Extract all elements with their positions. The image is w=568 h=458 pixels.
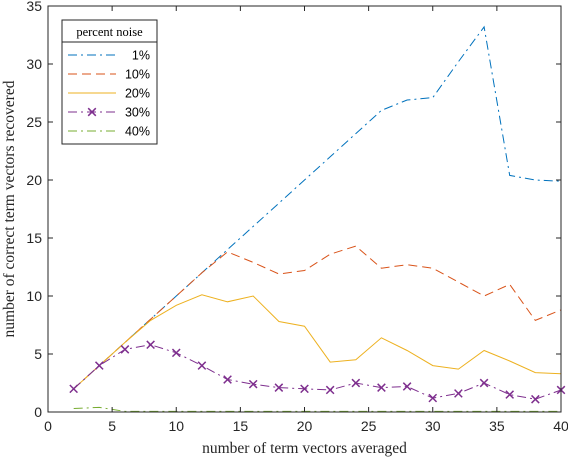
series-2 bbox=[73, 294, 562, 390]
legend-label: 30% bbox=[125, 106, 150, 120]
data-point-marker bbox=[197, 361, 207, 370]
series-line bbox=[73, 344, 562, 400]
legend-label: 40% bbox=[125, 125, 150, 139]
legend-item: 30% bbox=[68, 106, 150, 120]
series-3 bbox=[69, 340, 566, 404]
data-point-marker bbox=[402, 382, 412, 391]
axis-ticks: 0 5 10 15 20 25 30 35 40 0 5 10 15 20 25 30 35 bbox=[26, 0, 568, 434]
legend-item: 10% bbox=[68, 68, 150, 82]
legend-label: 1% bbox=[132, 49, 150, 63]
x-tick-label: 5 bbox=[108, 418, 116, 434]
x-tick-label: 20 bbox=[297, 418, 313, 434]
y-tick-label: 10 bbox=[26, 288, 42, 304]
legend-label: 20% bbox=[125, 87, 150, 101]
data-point-marker bbox=[69, 384, 78, 394]
legend-item: 40% bbox=[68, 125, 150, 139]
x-tick-label: 35 bbox=[489, 418, 505, 434]
series-1 bbox=[73, 245, 562, 390]
x-tick-label: 25 bbox=[361, 418, 377, 434]
data-point-marker bbox=[94, 361, 104, 370]
series-line bbox=[73, 25, 562, 390]
series-line bbox=[73, 406, 561, 412]
data-point-marker bbox=[428, 393, 438, 403]
y-axis-title: number of correct term vectors recovered bbox=[1, 80, 18, 337]
x-tick-label: 30 bbox=[425, 418, 441, 434]
x-tick-label: 40 bbox=[553, 418, 568, 434]
data-point-marker bbox=[300, 384, 309, 394]
legend: percent noise 1% 10% 20% 30% 40% bbox=[61, 19, 158, 145]
legend-marker bbox=[87, 107, 97, 117]
data-point-marker bbox=[171, 348, 181, 358]
series-line bbox=[73, 245, 562, 390]
legend-box bbox=[61, 19, 158, 145]
y-tick-label: 0 bbox=[34, 404, 42, 420]
series-4 bbox=[73, 406, 561, 412]
series-line bbox=[73, 294, 562, 390]
legend-items: 1% 10% 20% 30% 40% bbox=[68, 49, 150, 139]
data-point-marker bbox=[505, 390, 515, 399]
legend-title: percent noise bbox=[76, 25, 143, 39]
data-point-marker bbox=[351, 378, 361, 388]
data-point-marker bbox=[325, 385, 335, 395]
x-tick-label: 0 bbox=[44, 418, 52, 434]
series-0 bbox=[73, 25, 562, 390]
series-layer bbox=[69, 25, 566, 412]
y-tick-label: 5 bbox=[34, 346, 42, 362]
data-point-marker bbox=[454, 389, 463, 398]
data-point-marker bbox=[377, 383, 386, 392]
legend-item: 20% bbox=[68, 87, 150, 101]
data-point-marker bbox=[531, 394, 540, 404]
data-point-marker bbox=[146, 340, 155, 350]
y-tick-label: 25 bbox=[26, 114, 42, 130]
legend-label: 10% bbox=[125, 68, 150, 82]
y-tick-label: 30 bbox=[26, 56, 42, 72]
x-axis-title: number of term vectors averaged bbox=[202, 440, 407, 457]
data-point-marker bbox=[479, 378, 489, 388]
y-tick-label: 15 bbox=[26, 230, 42, 246]
x-tick-label: 15 bbox=[233, 418, 249, 434]
y-tick-label: 20 bbox=[26, 172, 42, 188]
data-point-marker bbox=[120, 345, 130, 354]
x-tick-label: 10 bbox=[168, 418, 184, 434]
data-point-marker bbox=[274, 383, 284, 392]
data-point-marker bbox=[248, 379, 258, 389]
data-point-marker bbox=[223, 375, 232, 384]
legend-item: 1% bbox=[68, 49, 150, 63]
y-tick-label: 35 bbox=[26, 0, 42, 14]
